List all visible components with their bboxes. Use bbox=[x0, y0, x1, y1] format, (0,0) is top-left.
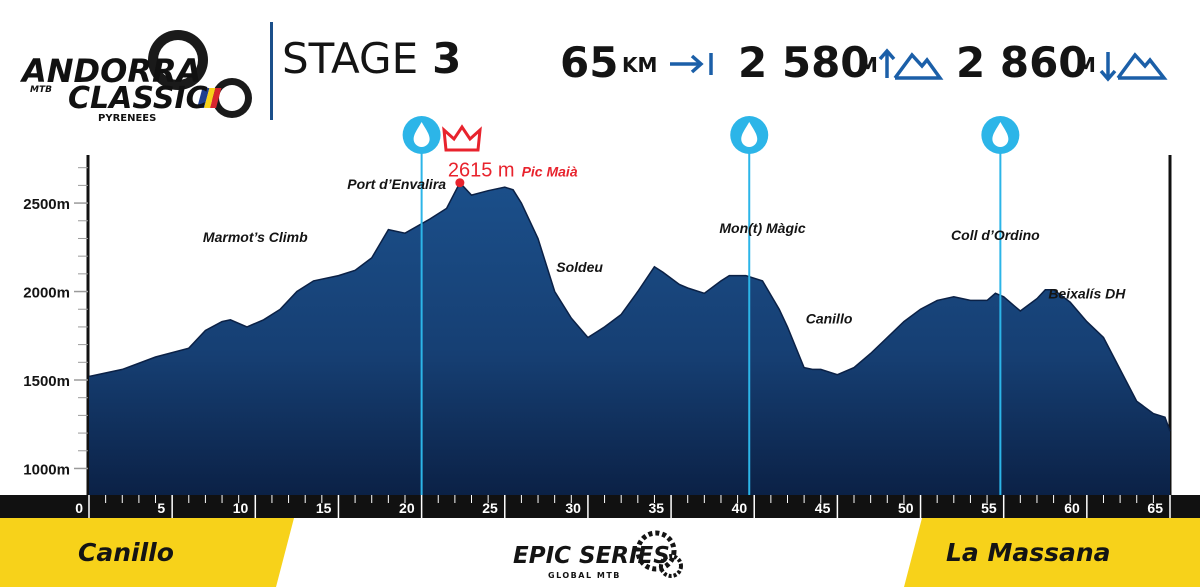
profile-annotation: Marmot’s Climb bbox=[203, 229, 308, 245]
stage-label: STAGE 3 bbox=[282, 34, 461, 83]
ascent-mountain-icon bbox=[878, 48, 944, 80]
profile-annotation: Soldeu bbox=[556, 259, 603, 275]
x-axis-bar bbox=[0, 495, 1200, 518]
x-tick-label: 10 bbox=[233, 500, 249, 516]
summit-dot bbox=[455, 178, 465, 188]
distance-value: 65 bbox=[560, 38, 618, 87]
series-cog-icon bbox=[659, 554, 683, 578]
profile-annotation: Canillo bbox=[806, 310, 853, 326]
series-brand: EPIC SERIES bbox=[513, 543, 670, 569]
y-tick-label: 1500m bbox=[23, 373, 70, 390]
y-axis-ticks: 1000m 1500m 2000m 2500m bbox=[23, 167, 88, 478]
x-tick-label: 55 bbox=[981, 500, 997, 516]
profile-annotation: Port d’Envalira bbox=[347, 176, 446, 192]
x-tick-label: 30 bbox=[565, 500, 581, 516]
event-logo: ANDORRA MTB CLASSIC PYRENEES bbox=[19, 30, 252, 124]
profile-annotation: Coll d’Ordino bbox=[951, 227, 1040, 243]
ascent-unit: M bbox=[858, 53, 878, 77]
x-tick-label: 5 bbox=[157, 500, 165, 516]
descent-unit: M bbox=[1076, 53, 1096, 77]
x-axis-ticks: 0 5 10 15 20 25 30 35 40 45 50 55 60 65 bbox=[75, 495, 1171, 518]
finish-banner bbox=[904, 518, 1200, 587]
start-location: Canillo bbox=[78, 538, 174, 567]
logo-line-3: PYRENEES bbox=[98, 113, 156, 124]
profile-annotations: Marmot’s Climb Port d’Envalira Soldeu Mon(t… bbox=[203, 176, 1126, 326]
profile-annotation: Mon(t) Màgic bbox=[719, 220, 806, 236]
logo-mtb: MTB bbox=[30, 85, 52, 95]
elevation-profile-outline bbox=[88, 181, 1171, 432]
ascent-value: 2 580 bbox=[738, 38, 870, 87]
x-tick-label: 65 bbox=[1147, 500, 1163, 516]
stat-descent: 2 860 M bbox=[956, 38, 1168, 87]
start-banner bbox=[0, 518, 294, 587]
summit-label: 2615 m Pic Maià bbox=[448, 160, 578, 182]
stat-ascent: 2 580 M bbox=[738, 38, 944, 87]
x-tick-label: 60 bbox=[1064, 500, 1080, 516]
profile-annotation: Beixalís DH bbox=[1048, 286, 1126, 302]
logo-line-1: ANDORRA bbox=[19, 52, 201, 90]
water-drop-icon bbox=[741, 122, 758, 147]
distance-arrow-icon bbox=[670, 53, 713, 75]
x-tick-label: 20 bbox=[399, 500, 415, 516]
y-tick-label: 2000m bbox=[23, 285, 70, 302]
series-chainring-icon bbox=[635, 530, 677, 572]
summit-marker: 2615 m Pic Maià bbox=[442, 124, 578, 188]
descent-value: 2 860 bbox=[956, 38, 1088, 87]
finish-location: La Massana bbox=[946, 538, 1111, 567]
series-brand-sub: GLOBAL MTB bbox=[548, 571, 621, 580]
x-tick-label: 0 bbox=[75, 500, 83, 516]
x-tick-label: 15 bbox=[316, 500, 332, 516]
elevation-profile-area bbox=[89, 182, 1170, 495]
descent-mountain-icon bbox=[1099, 52, 1168, 82]
header-divider bbox=[270, 22, 273, 120]
x-tick-label: 40 bbox=[732, 500, 748, 516]
logo-line-2: CLASSIC bbox=[68, 81, 208, 116]
stat-distance: 65 KM bbox=[560, 38, 713, 87]
water-drop-icon bbox=[413, 122, 430, 147]
x-tick-label: 25 bbox=[482, 500, 498, 516]
series-logo: EPIC SERIES GLOBAL MTB bbox=[513, 530, 683, 580]
x-tick-label: 35 bbox=[648, 500, 664, 516]
water-drop-icon bbox=[992, 122, 1009, 147]
water-points bbox=[402, 116, 1020, 495]
y-tick-label: 1000m bbox=[23, 461, 70, 478]
x-tick-label: 45 bbox=[815, 500, 831, 516]
x-tick-label: 50 bbox=[898, 500, 914, 516]
distance-unit: KM bbox=[622, 53, 657, 77]
crown-icon bbox=[442, 124, 482, 152]
y-tick-label: 2500m bbox=[23, 196, 70, 213]
